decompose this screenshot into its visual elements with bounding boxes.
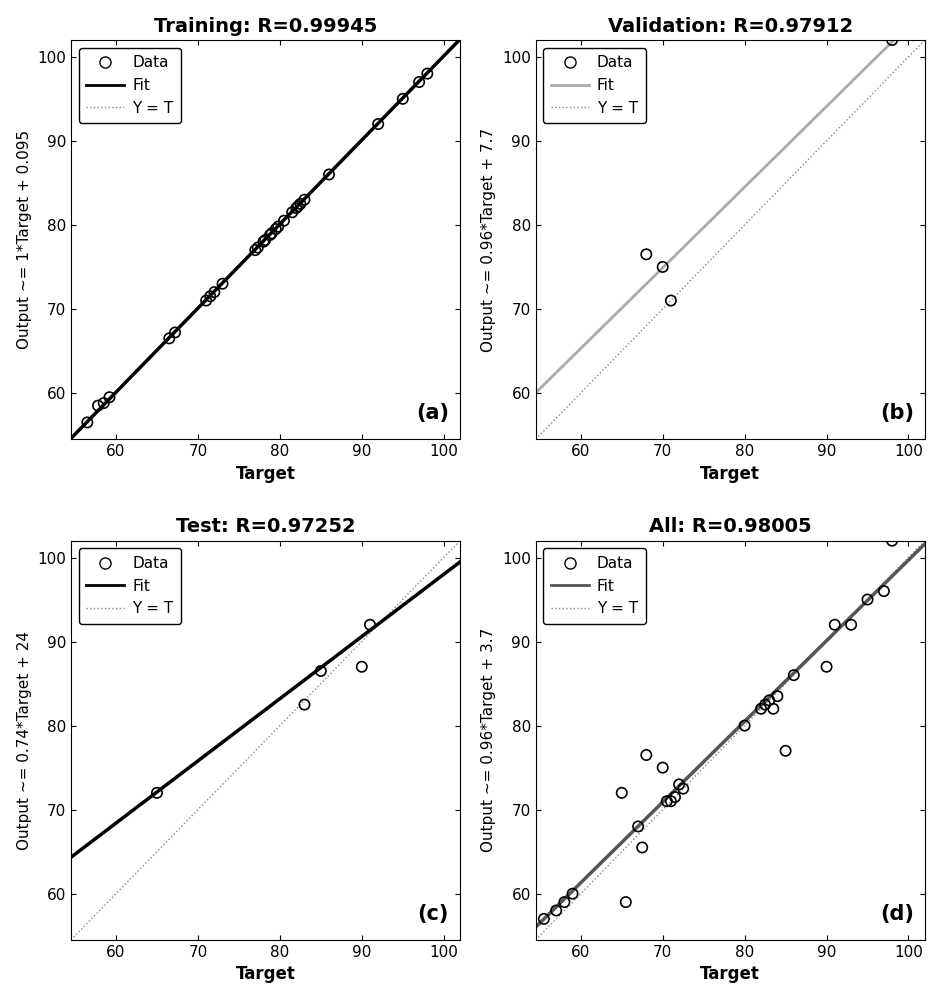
Point xyxy=(630,818,645,834)
Title: Training: R=0.99945: Training: R=0.99945 xyxy=(154,17,377,36)
Point xyxy=(770,688,785,704)
Y-axis label: Output ~= 0.96*Target + 3.7: Output ~= 0.96*Target + 3.7 xyxy=(481,628,496,852)
Point xyxy=(656,760,671,776)
Point xyxy=(80,414,95,430)
Point xyxy=(639,246,654,262)
Point xyxy=(663,293,678,309)
Point xyxy=(757,697,772,713)
Point xyxy=(766,701,781,717)
Point xyxy=(248,242,263,258)
Point xyxy=(548,903,563,919)
Point xyxy=(263,227,278,243)
Text: (b): (b) xyxy=(881,403,915,423)
Point xyxy=(819,659,834,675)
Point xyxy=(268,221,284,237)
Point xyxy=(363,617,378,633)
Point xyxy=(618,894,633,910)
Y-axis label: Output ~= 0.96*Target + 7.7: Output ~= 0.96*Target + 7.7 xyxy=(481,128,496,352)
Point xyxy=(754,701,769,717)
Point xyxy=(412,74,427,90)
Point xyxy=(635,839,650,855)
Point xyxy=(321,166,336,182)
Title: Validation: R=0.97912: Validation: R=0.97912 xyxy=(608,17,853,36)
Point xyxy=(256,234,271,250)
Point xyxy=(614,785,629,801)
Point xyxy=(668,789,683,805)
Point xyxy=(876,583,891,599)
Point xyxy=(675,781,690,797)
X-axis label: Target: Target xyxy=(700,465,760,483)
Point xyxy=(536,911,551,927)
Legend: Data, Fit, Y = T: Data, Fit, Y = T xyxy=(544,548,645,624)
X-axis label: Target: Target xyxy=(236,965,296,983)
Point xyxy=(290,198,305,214)
Point xyxy=(203,288,218,304)
Point xyxy=(885,32,900,48)
Point xyxy=(289,200,304,216)
Point xyxy=(96,395,111,411)
Point xyxy=(354,659,369,675)
Point xyxy=(297,697,312,713)
Point xyxy=(737,718,752,734)
Point xyxy=(860,592,875,608)
Text: (c): (c) xyxy=(417,904,448,924)
Point xyxy=(264,225,279,241)
Point xyxy=(257,232,272,248)
Point xyxy=(168,324,183,340)
Title: Test: R=0.97252: Test: R=0.97252 xyxy=(176,517,355,536)
Point xyxy=(656,259,671,275)
Point xyxy=(639,747,654,763)
Text: (a): (a) xyxy=(416,403,449,423)
Point xyxy=(215,276,230,292)
Point xyxy=(659,793,674,809)
Point xyxy=(102,389,117,405)
Point xyxy=(396,91,411,107)
Y-axis label: Output ~= 0.74*Target + 24: Output ~= 0.74*Target + 24 xyxy=(17,631,32,850)
Point xyxy=(314,663,329,679)
Legend: Data, Fit, Y = T: Data, Fit, Y = T xyxy=(544,48,645,123)
Point xyxy=(276,213,291,229)
Y-axis label: Output ~= 1*Target + 0.095: Output ~= 1*Target + 0.095 xyxy=(17,130,32,349)
Point xyxy=(827,617,842,633)
Point xyxy=(762,692,777,708)
Point xyxy=(370,116,385,132)
Text: (d): (d) xyxy=(881,904,915,924)
Legend: Data, Fit, Y = T: Data, Fit, Y = T xyxy=(78,548,181,624)
Point xyxy=(844,617,859,633)
Point xyxy=(284,204,300,220)
Point xyxy=(663,793,678,809)
Point xyxy=(787,667,802,683)
Point xyxy=(251,240,266,256)
Point xyxy=(162,330,177,346)
Point xyxy=(207,284,222,300)
Point xyxy=(150,785,165,801)
Point xyxy=(557,894,572,910)
Point xyxy=(199,293,214,309)
Point xyxy=(778,743,793,759)
Point xyxy=(293,196,308,212)
Point xyxy=(297,192,312,208)
X-axis label: Target: Target xyxy=(236,465,296,483)
Title: All: R=0.98005: All: R=0.98005 xyxy=(649,517,812,536)
Point xyxy=(420,66,435,82)
Point xyxy=(885,533,900,549)
X-axis label: Target: Target xyxy=(700,965,760,983)
Point xyxy=(270,219,285,235)
Point xyxy=(90,398,106,414)
Point xyxy=(565,886,580,902)
Point xyxy=(672,776,687,792)
Legend: Data, Fit, Y = T: Data, Fit, Y = T xyxy=(78,48,181,123)
